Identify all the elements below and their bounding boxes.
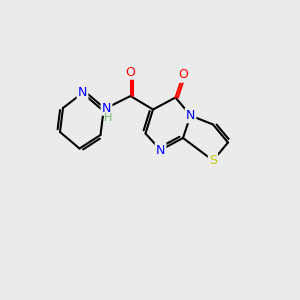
Text: N: N [186, 109, 195, 122]
Text: N: N [102, 101, 111, 115]
Text: O: O [178, 68, 188, 82]
Text: N: N [156, 143, 165, 157]
Text: O: O [126, 65, 135, 79]
Text: S: S [209, 154, 217, 167]
Text: H: H [104, 112, 112, 123]
Text: N: N [78, 86, 87, 100]
